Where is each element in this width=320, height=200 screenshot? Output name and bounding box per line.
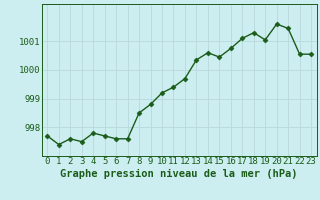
X-axis label: Graphe pression niveau de la mer (hPa): Graphe pression niveau de la mer (hPa) [60, 169, 298, 179]
